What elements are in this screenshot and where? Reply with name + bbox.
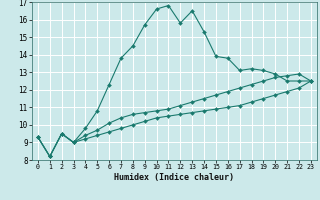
X-axis label: Humidex (Indice chaleur): Humidex (Indice chaleur) <box>115 173 234 182</box>
